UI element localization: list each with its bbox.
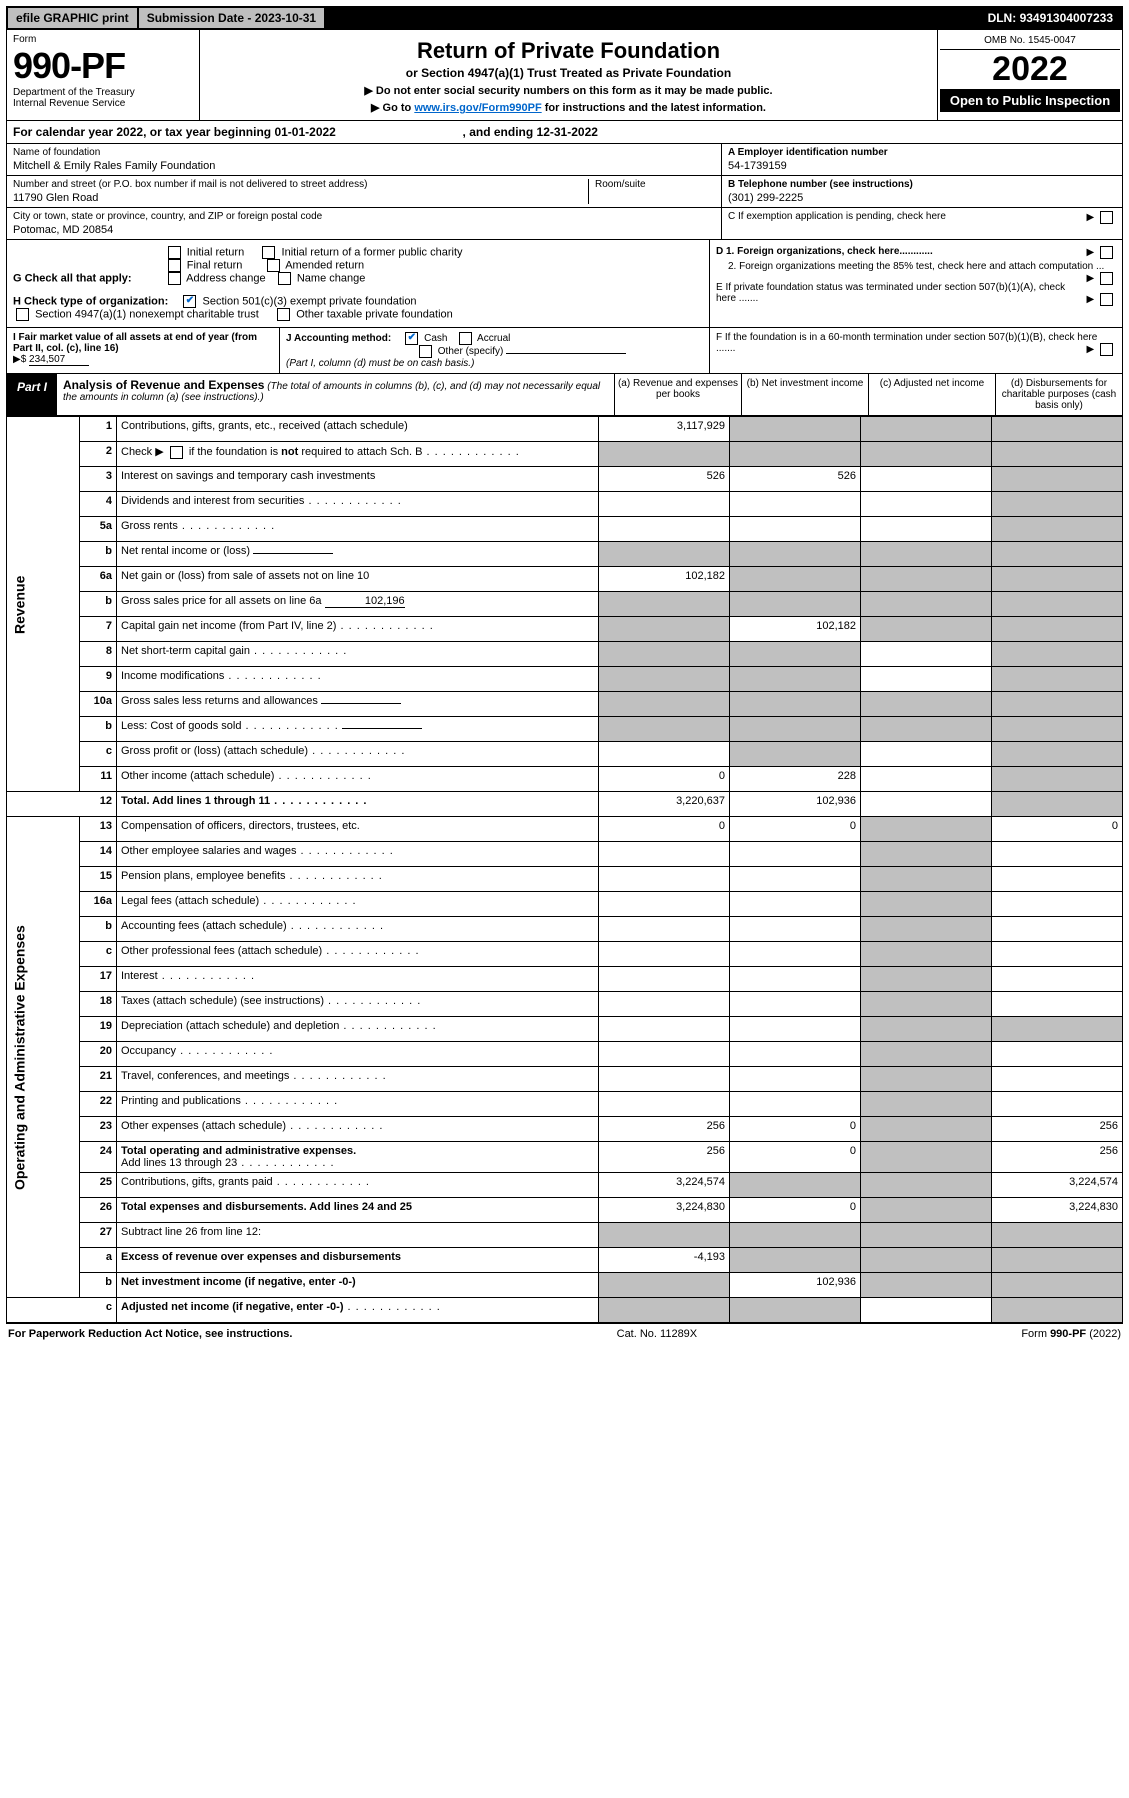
l1-a: 3,117,929 bbox=[599, 417, 730, 442]
street-address: 11790 Glen Road bbox=[13, 192, 588, 204]
initial-return-former-checkbox[interactable] bbox=[262, 246, 275, 259]
check-section: G Check all that apply: Initial return I… bbox=[6, 240, 1123, 328]
col-d-header: (d) Disbursements for charitable purpose… bbox=[995, 374, 1122, 415]
f-label: F If the foundation is in a 60-month ter… bbox=[716, 332, 1097, 354]
foundation-name: Mitchell & Emily Rales Family Foundation bbox=[13, 160, 715, 172]
revenue-section-label: Revenue bbox=[7, 417, 80, 792]
other-method-checkbox[interactable] bbox=[419, 345, 432, 358]
507b1a-checkbox[interactable] bbox=[1100, 293, 1113, 306]
amended-return-checkbox[interactable] bbox=[267, 259, 280, 272]
accrual-checkbox[interactable] bbox=[459, 332, 472, 345]
city-state-zip: Potomac, MD 20854 bbox=[13, 224, 715, 236]
fmv-value: 234,507 bbox=[29, 354, 89, 366]
name-change-checkbox[interactable] bbox=[278, 272, 291, 285]
part-1-title: Analysis of Revenue and Expenses bbox=[63, 378, 264, 392]
initial-return-checkbox[interactable] bbox=[168, 246, 181, 259]
omb-number: OMB No. 1545-0047 bbox=[940, 32, 1120, 50]
l6b-value: 102,196 bbox=[325, 595, 405, 608]
irs: Internal Revenue Service bbox=[13, 98, 193, 109]
j-note: (Part I, column (d) must be on cash basi… bbox=[286, 358, 474, 369]
room-label: Room/suite bbox=[595, 179, 646, 190]
j-label: J Accounting method: bbox=[286, 333, 391, 344]
part-1-header: Part I Analysis of Revenue and Expenses … bbox=[6, 374, 1123, 416]
top-bar: efile GRAPHIC print Submission Date - 20… bbox=[6, 6, 1123, 30]
form-title: Return of Private Foundation bbox=[206, 38, 931, 64]
telephone: (301) 299-2225 bbox=[728, 192, 1116, 204]
i-label: I Fair market value of all assets at end… bbox=[13, 332, 257, 354]
dln: DLN: 93491304007233 bbox=[980, 8, 1121, 28]
sch-b-checkbox[interactable] bbox=[170, 446, 183, 459]
501c3-checkbox[interactable] bbox=[183, 295, 196, 308]
fmv-row: I Fair market value of all assets at end… bbox=[6, 328, 1123, 374]
85pct-checkbox[interactable] bbox=[1100, 272, 1113, 285]
form-instruction-2: ▶ Go to www.irs.gov/Form990PF for instru… bbox=[206, 101, 931, 114]
foreign-org-checkbox[interactable] bbox=[1100, 246, 1113, 259]
page-footer: For Paperwork Reduction Act Notice, see … bbox=[6, 1323, 1123, 1344]
col-b-header: (b) Net investment income bbox=[741, 374, 868, 415]
submission-date: Submission Date - 2023-10-31 bbox=[139, 8, 326, 28]
exemption-pending-label: C If exemption application is pending, c… bbox=[728, 211, 946, 222]
col-a-header: (a) Revenue and expenses per books bbox=[614, 374, 741, 415]
address-change-checkbox[interactable] bbox=[168, 272, 181, 285]
name-label: Name of foundation bbox=[13, 147, 100, 158]
4947a1-checkbox[interactable] bbox=[16, 308, 29, 321]
calendar-year-row: For calendar year 2022, or tax year begi… bbox=[6, 121, 1123, 144]
col-c-header: (c) Adjusted net income bbox=[868, 374, 995, 415]
paperwork-notice: For Paperwork Reduction Act Notice, see … bbox=[8, 1328, 292, 1340]
g-label: G Check all that apply: bbox=[13, 272, 132, 284]
dept: Department of the Treasury bbox=[13, 87, 193, 98]
part-1-label: Part I bbox=[7, 374, 57, 415]
form-header: Form 990-PF Department of the Treasury I… bbox=[6, 30, 1123, 121]
part-1-table: Revenue 1Contributions, gifts, grants, e… bbox=[6, 416, 1123, 1323]
final-return-checkbox[interactable] bbox=[168, 259, 181, 272]
507b1b-checkbox[interactable] bbox=[1100, 343, 1113, 356]
city-label: City or town, state or province, country… bbox=[13, 211, 322, 222]
form-word: Form bbox=[13, 34, 193, 45]
tel-label: B Telephone number (see instructions) bbox=[728, 179, 913, 190]
exemption-pending-checkbox[interactable] bbox=[1100, 211, 1113, 224]
ein: 54-1739159 bbox=[728, 160, 1116, 172]
tax-year: 2022 bbox=[940, 50, 1120, 89]
d1-label: D 1. Foreign organizations, check here..… bbox=[716, 246, 933, 257]
form-instruction-1: ▶ Do not enter social security numbers o… bbox=[206, 84, 931, 97]
form-subtitle: or Section 4947(a)(1) Trust Treated as P… bbox=[206, 66, 931, 80]
form990pf-link[interactable]: www.irs.gov/Form990PF bbox=[414, 102, 541, 114]
h-label: H Check type of organization: bbox=[13, 295, 168, 307]
open-to-public: Open to Public Inspection bbox=[940, 89, 1120, 112]
cash-checkbox[interactable] bbox=[405, 332, 418, 345]
cat-number: Cat. No. 11289X bbox=[617, 1328, 698, 1340]
other-taxable-checkbox[interactable] bbox=[277, 308, 290, 321]
e-label: E If private foundation status was termi… bbox=[716, 282, 1065, 304]
form-ref: Form 990-PF (2022) bbox=[1021, 1328, 1121, 1340]
entity-block: Name of foundation Mitchell & Emily Rale… bbox=[6, 144, 1123, 240]
ein-label: A Employer identification number bbox=[728, 147, 888, 158]
efile-print-button[interactable]: efile GRAPHIC print bbox=[8, 8, 139, 28]
form-number: 990-PF bbox=[13, 45, 193, 87]
d2-label: 2. Foreign organizations meeting the 85%… bbox=[728, 261, 1104, 272]
addr-label: Number and street (or P.O. box number if… bbox=[13, 179, 367, 190]
expenses-section-label: Operating and Administrative Expenses bbox=[7, 817, 80, 1298]
